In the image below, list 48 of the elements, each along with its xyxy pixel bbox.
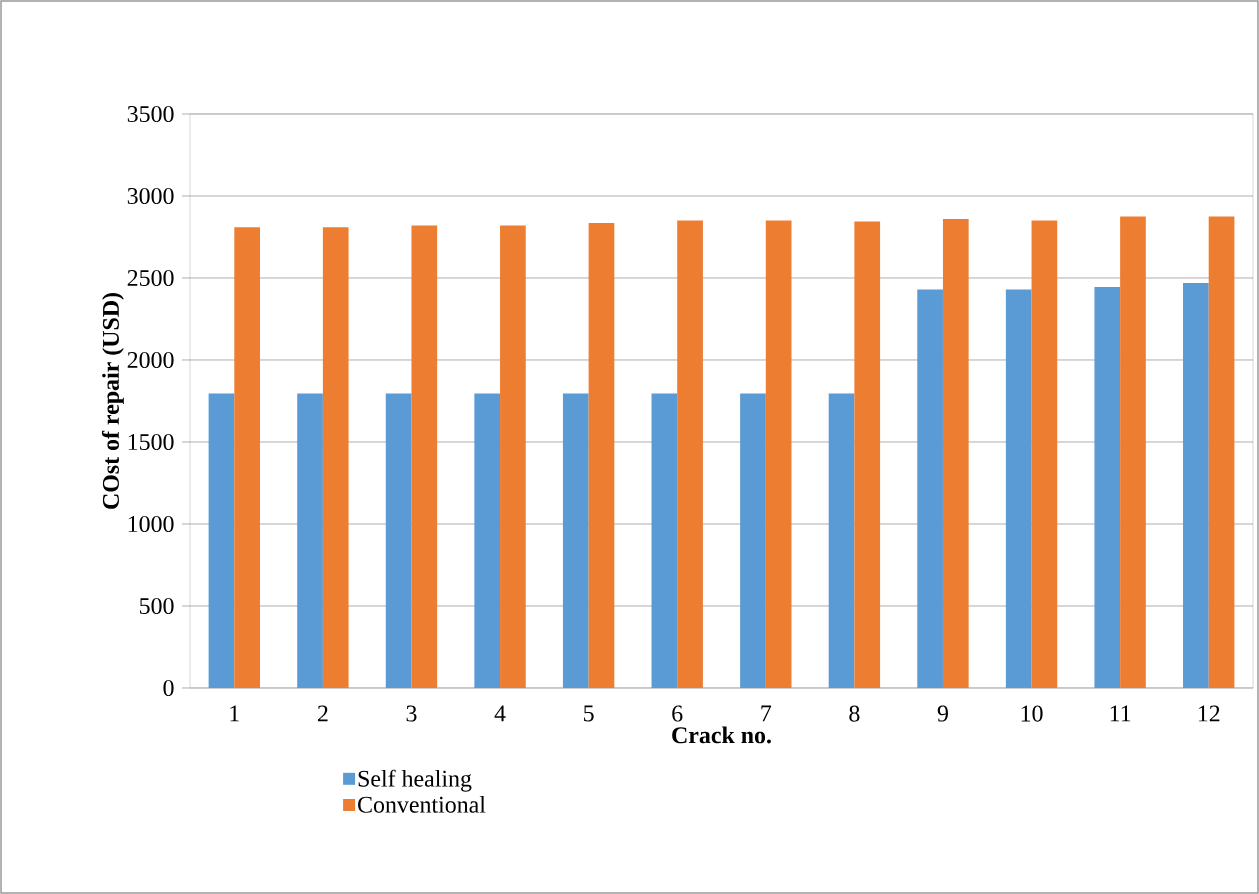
bar	[677, 220, 703, 688]
bar	[765, 220, 792, 688]
x-tick-label: 8	[849, 705, 860, 722]
y-tick-label: 3500	[127, 105, 174, 123]
bar	[1120, 216, 1146, 688]
x-tick-label: 4	[494, 705, 506, 722]
bar	[411, 225, 438, 688]
bar	[562, 393, 589, 688]
bar	[588, 223, 615, 688]
bar	[322, 227, 349, 688]
y-tick-label: 500	[140, 597, 174, 615]
bar	[854, 221, 881, 688]
bar	[500, 225, 526, 688]
legend-label: Conventional	[358, 795, 486, 813]
x-tick-label: 10	[1021, 705, 1043, 722]
bar	[474, 393, 501, 688]
bar	[1183, 282, 1209, 688]
y-tick-label: 3000	[127, 187, 174, 205]
legend-label: Self healing	[358, 769, 472, 792]
x-tick-label: 7	[761, 705, 772, 722]
bar	[234, 227, 260, 688]
bar	[1031, 220, 1058, 688]
bar	[385, 393, 412, 688]
x-axis-title: Crack no.	[672, 726, 771, 744]
bar	[651, 393, 678, 688]
bar	[1005, 289, 1032, 688]
x-tick-label: 1	[230, 705, 239, 722]
y-axis-title: COst of repair (USD)	[101, 293, 124, 509]
x-tick-label: 3	[406, 705, 417, 722]
bar	[917, 289, 943, 688]
bar	[1094, 287, 1121, 688]
x-tick-label: 5	[584, 705, 594, 722]
y-tick-label: 1000	[128, 515, 174, 533]
y-tick-label: 2000	[127, 351, 174, 369]
x-tick-label: 12	[1198, 705, 1220, 722]
bar	[1208, 216, 1235, 688]
x-tick-label: 9	[937, 705, 948, 722]
x-tick-label: 6	[672, 705, 683, 722]
y-tick-label: 1500	[128, 433, 174, 451]
bar	[828, 393, 855, 688]
x-tick-label: 11	[1110, 705, 1131, 722]
x-tick-label: 2	[317, 705, 328, 722]
bar	[208, 393, 235, 688]
bar	[297, 393, 323, 688]
y-tick-label: 0	[163, 679, 174, 697]
y-tick-label: 2500	[127, 269, 174, 287]
bar	[942, 218, 969, 688]
bar	[740, 393, 766, 688]
